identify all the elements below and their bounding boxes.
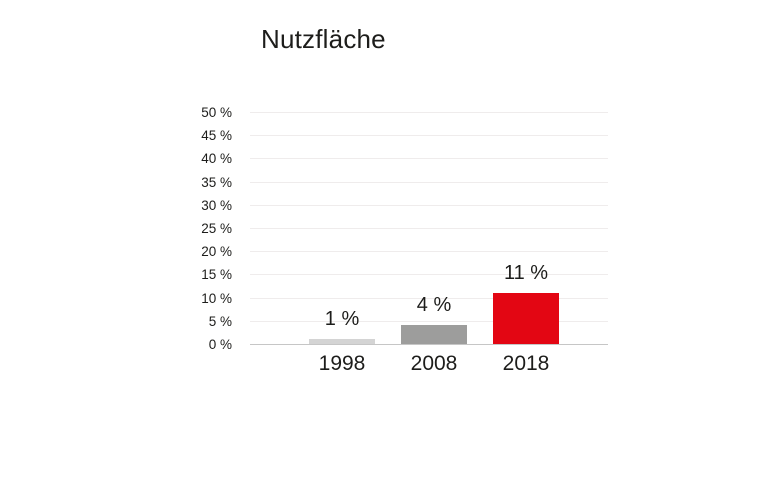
x-tick-label-2018: 2018	[502, 352, 550, 375]
x-axis-line	[250, 344, 608, 345]
x-tick-label-1998: 1998	[318, 352, 366, 375]
bar-value-1998: 1 %	[324, 308, 360, 331]
y-tick-label-50: 50 %	[201, 105, 232, 120]
gridline-20	[250, 251, 608, 253]
y-tick-label-30: 30 %	[201, 197, 232, 213]
bar-2008	[401, 325, 467, 344]
y-tick-label-35: 35 %	[201, 174, 232, 190]
gridline-10	[250, 297, 608, 299]
y-tick-label-0: 0 %	[208, 337, 232, 352]
y-tick-label-10: 10 %	[201, 290, 232, 306]
y-tick-label-15: 15 %	[201, 267, 232, 283]
chart-title: Nutzfläche	[261, 24, 386, 54]
bar-1998	[309, 339, 375, 344]
gridline-45	[250, 135, 608, 137]
gridline-30	[250, 204, 608, 206]
gridline-5	[250, 320, 608, 322]
y-tick-label-5: 5 %	[208, 313, 232, 329]
bar-value-2008: 4 %	[416, 294, 452, 317]
gridline-25	[250, 228, 608, 229]
plot-area	[250, 112, 608, 345]
y-tick-label-40: 40 %	[201, 151, 232, 167]
gridline-35	[250, 181, 608, 183]
gridline-15	[250, 274, 608, 276]
x-tick-label-2008: 2008	[410, 352, 458, 375]
gridline-40	[250, 158, 608, 160]
y-tick-label-25: 25 %	[201, 221, 232, 236]
y-tick-label-45: 45 %	[201, 128, 232, 144]
gridline-50	[250, 112, 608, 113]
y-tick-label-20: 20 %	[201, 244, 232, 260]
bar-value-2018: 11 %	[503, 261, 549, 284]
bar-2018	[493, 292, 559, 344]
